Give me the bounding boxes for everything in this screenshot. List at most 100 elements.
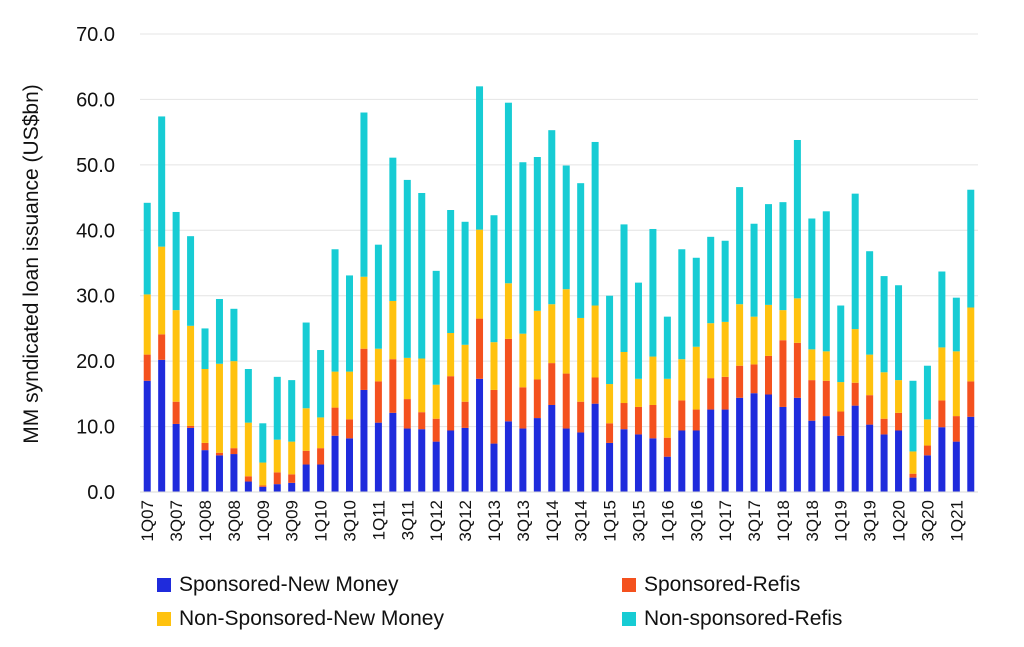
bar-segment xyxy=(750,364,758,394)
bar-segment xyxy=(837,305,845,383)
bar-segment xyxy=(938,347,946,401)
bar-segment xyxy=(302,408,310,451)
bar-segment xyxy=(938,427,946,492)
bar-segment xyxy=(476,318,484,379)
y-axis-ticks: 0.0 10.0 20.0 30.0 40.0 50.0 60.0 70.0 xyxy=(76,24,115,504)
x-tick-label: 1Q13 xyxy=(485,500,504,542)
bar-segment xyxy=(476,86,484,230)
bar-segment xyxy=(215,452,223,456)
bar-segment xyxy=(649,228,657,357)
bar-segment xyxy=(187,325,195,426)
bar-segment xyxy=(591,377,599,404)
bar-segment xyxy=(158,246,166,335)
x-tick-label: 1Q18 xyxy=(774,500,793,542)
bar-segment xyxy=(837,411,845,436)
bar-segment xyxy=(793,298,801,343)
bar-segment xyxy=(938,271,946,348)
bar-segment xyxy=(273,439,281,473)
bar-segment xyxy=(678,430,686,492)
bar-segment xyxy=(895,380,903,413)
bar-segment xyxy=(259,462,267,486)
x-tick-label: 1Q15 xyxy=(601,500,620,542)
bar-segment xyxy=(317,417,325,449)
x-tick-label: 1Q07 xyxy=(138,500,157,542)
bar-segment xyxy=(649,438,657,492)
bar-segment xyxy=(158,116,166,247)
bar-segment xyxy=(548,363,556,405)
bar-segment xyxy=(360,276,368,349)
y-tick-label: 50.0 xyxy=(76,155,115,177)
bar-segment xyxy=(302,464,310,492)
x-tick-label: 1Q10 xyxy=(312,500,331,542)
bar-segment xyxy=(808,218,816,350)
bar-segment xyxy=(634,378,642,407)
bar-segment xyxy=(851,382,859,406)
bar-segment xyxy=(895,430,903,492)
bar-segment xyxy=(432,441,440,492)
x-tick-label: 3Q11 xyxy=(398,500,417,540)
bar-segment xyxy=(360,112,368,277)
bar-segment xyxy=(663,437,671,457)
bar-segment xyxy=(866,354,874,396)
bar-segment xyxy=(403,428,411,492)
bar-segment xyxy=(707,378,715,410)
bar-segment xyxy=(374,422,382,492)
bar-segment xyxy=(909,473,917,478)
bar-segment xyxy=(692,409,700,431)
bar-segment xyxy=(707,236,715,324)
bar-segment xyxy=(548,404,556,492)
bar-segment xyxy=(273,484,281,492)
bar-segment xyxy=(938,400,946,428)
bar-segment xyxy=(736,187,744,305)
bar-segment xyxy=(620,403,628,430)
bar-segment xyxy=(866,424,874,492)
x-tick-label: 1Q14 xyxy=(543,500,562,542)
bar-segment xyxy=(533,157,541,311)
bar-segment xyxy=(707,409,715,492)
bar-segment xyxy=(331,249,339,372)
bar-segment xyxy=(172,310,180,402)
bar-segment xyxy=(779,310,787,341)
bar-segment xyxy=(721,376,729,410)
bar-segment xyxy=(490,389,498,444)
bar-segment xyxy=(750,316,758,365)
bar-segment xyxy=(649,404,657,439)
bar-segment xyxy=(172,401,180,424)
bar-segment xyxy=(519,387,527,429)
bar-segment xyxy=(620,351,628,404)
bar-segment xyxy=(606,423,614,443)
bar-segment xyxy=(822,351,830,381)
y-tick-label: 20.0 xyxy=(76,351,115,373)
bar-segment xyxy=(461,401,469,428)
bar-segment xyxy=(476,229,484,319)
bar-segment xyxy=(201,328,209,369)
bar-segment xyxy=(215,298,223,364)
bar-segment xyxy=(504,421,512,492)
bar-segment xyxy=(967,416,975,492)
x-tick-label: 3Q16 xyxy=(687,500,706,542)
bar-segment xyxy=(577,432,585,492)
bar-segment xyxy=(692,430,700,492)
x-tick-label: 3Q10 xyxy=(341,500,360,542)
bar-segment xyxy=(244,422,252,477)
bar-segment xyxy=(562,428,570,492)
bar-segment xyxy=(750,393,758,492)
bar-segment xyxy=(606,295,614,385)
bar-segment xyxy=(779,340,787,407)
bar-segment xyxy=(779,202,787,311)
bar-segment xyxy=(389,412,397,492)
x-tick-label: 3Q18 xyxy=(803,500,822,542)
bar-segment xyxy=(418,192,426,359)
bar-segment xyxy=(259,485,267,487)
bar-segment xyxy=(692,346,700,410)
bar-segment xyxy=(606,442,614,492)
x-tick-label: 1Q19 xyxy=(832,500,851,542)
bar-segment xyxy=(663,316,671,379)
bar-segment xyxy=(562,289,570,374)
bar-segment xyxy=(230,308,238,362)
bar-segment xyxy=(866,251,874,355)
bar-segment xyxy=(519,162,527,334)
bar-segment xyxy=(259,423,267,463)
bar-segment xyxy=(490,443,498,492)
bar-segment xyxy=(649,356,657,405)
